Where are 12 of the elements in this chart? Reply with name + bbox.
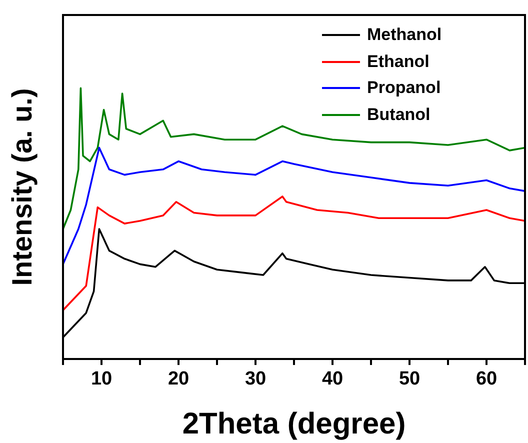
legend-label: Butanol	[367, 104, 430, 125]
x-axis-title: 2Theta (degree)	[182, 407, 406, 440]
x-tick-label: 20	[168, 368, 190, 390]
x-tick-label: 50	[398, 368, 420, 390]
y-axis-title: Intensity (a. u.)	[6, 88, 38, 286]
x-tick-label: 10	[90, 368, 112, 390]
legend-label: Propanol	[367, 78, 441, 98]
x-tick-label: 60	[476, 368, 498, 390]
x-tick-label: 40	[322, 368, 344, 390]
legend-label: Methanol	[367, 25, 442, 46]
legend-label: Ethanol	[367, 52, 430, 72]
x-tick-label: 30	[244, 368, 266, 390]
